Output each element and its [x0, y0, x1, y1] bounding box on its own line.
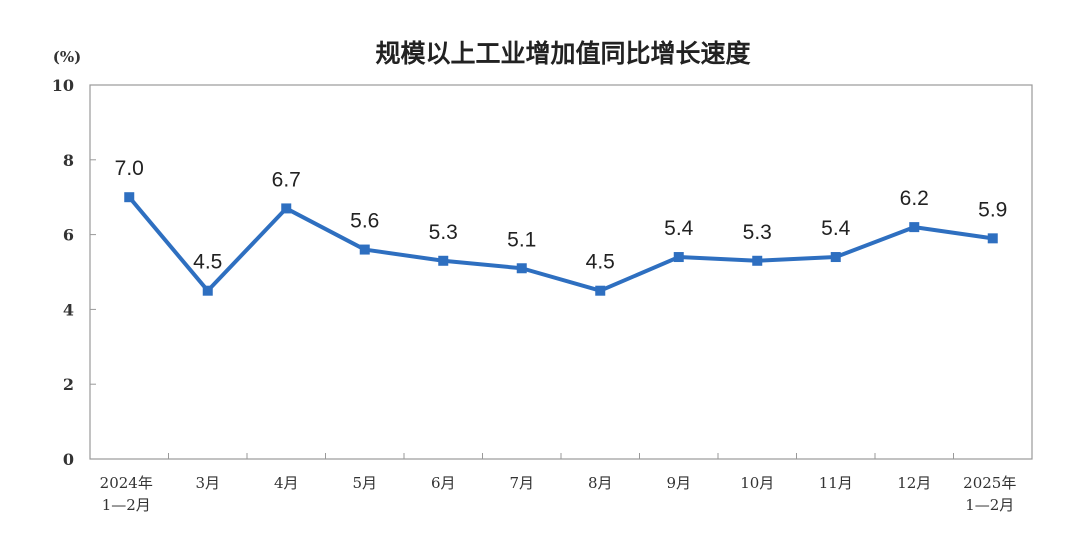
data-point: [202, 285, 213, 296]
plot-frame: [89, 84, 1033, 460]
data-label: 5.3: [429, 221, 458, 244]
data-label: 5.4: [821, 217, 851, 240]
series-line: 7.0 4.5 6.7 5.6 5.3 5.1 4.5 5.4 5.3 5.4 6.2 5.9: [115, 157, 1007, 296]
data-point: [595, 285, 606, 296]
data-label: 5.4: [664, 217, 694, 240]
x-tick-label: 8月: [588, 474, 613, 492]
x-tick-label: 7月: [509, 474, 534, 492]
x-tick-label: 4月: [274, 474, 299, 492]
x-tick-label: 1—2月: [102, 496, 151, 514]
x-tick-label: 3月: [195, 474, 220, 492]
x-tick-label: 5月: [352, 474, 377, 492]
data-point: [438, 255, 449, 266]
x-tick-label: 11月: [819, 474, 853, 492]
chart-title: 规模以上工业增加值同比增长速度: [375, 39, 750, 68]
x-tick-label: 9月: [666, 474, 691, 492]
data-label: 5.3: [743, 221, 772, 244]
x-tick-label: 10月: [740, 474, 774, 492]
data-point: [516, 263, 527, 274]
data-point: [909, 222, 920, 233]
data-label: 6.7: [272, 168, 301, 191]
y-axis: 0 2 4 6 8 10: [52, 76, 96, 469]
data-point: [359, 244, 370, 255]
data-point: [752, 255, 763, 266]
data-point: [281, 203, 292, 214]
x-axis: 2024年 1—2月 3月 4月 5月 6月 7月 8月 9月 10月 11月 12月 2025年 1—2…: [100, 453, 1016, 514]
data-label: 6.2: [900, 187, 929, 210]
x-tick-label: 2024年: [100, 474, 153, 492]
data-label: 5.6: [350, 210, 379, 233]
x-tick-label: 6月: [431, 474, 456, 492]
data-point: [673, 252, 684, 263]
data-label: 4.5: [193, 251, 222, 274]
x-tick-label: 1—2月: [965, 496, 1014, 514]
data-label: 7.0: [115, 157, 144, 180]
data-label: 4.5: [586, 251, 615, 274]
y-tick-label: 6: [63, 226, 74, 245]
x-tick-label: 2025年: [963, 474, 1016, 492]
data-point: [987, 233, 998, 244]
y-tick-label: 8: [63, 151, 74, 170]
data-point: [830, 252, 841, 263]
y-tick-label: 0: [63, 450, 74, 469]
series-path: [127, 195, 994, 293]
data-point: [124, 192, 135, 203]
y-axis-unit: (%): [53, 48, 81, 66]
y-tick-label: 4: [63, 300, 74, 319]
y-tick-label: 2: [63, 375, 74, 394]
y-tick-label: 10: [52, 76, 74, 95]
data-label: 5.9: [978, 198, 1007, 221]
x-tick-label: 12月: [897, 474, 931, 492]
data-label: 5.1: [507, 228, 536, 251]
